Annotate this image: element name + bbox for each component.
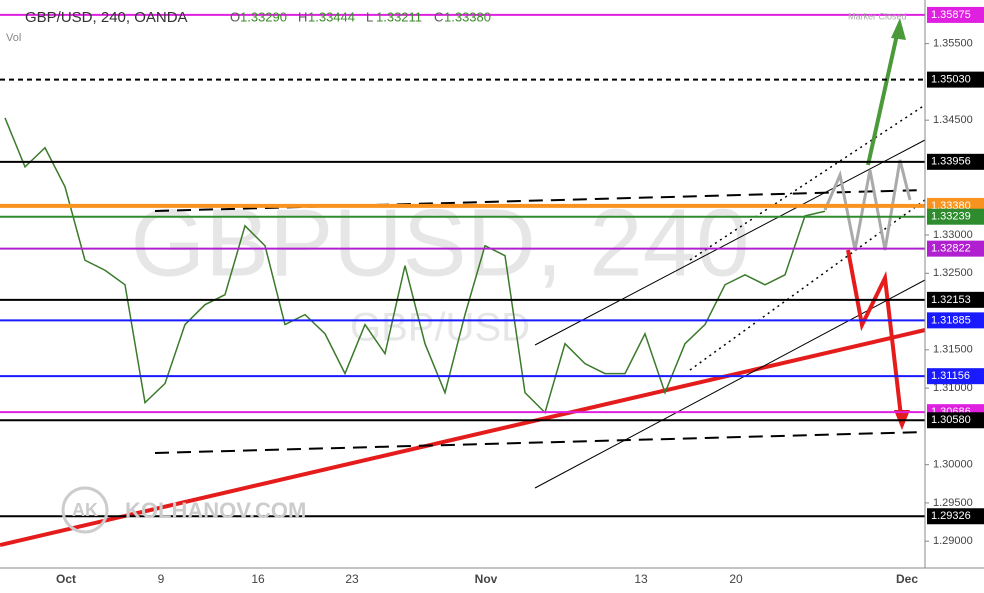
level-tag (927, 412, 984, 429)
ohlc-value: 1.33290 (240, 9, 287, 24)
ohlc-key: C (434, 9, 443, 24)
brand: AK KOLHANOV.COM (61, 486, 306, 534)
level-label: 1.32822 (931, 243, 971, 255)
x-tick-label: Nov (475, 572, 498, 586)
level-tag (927, 153, 984, 170)
x-tick-label: 20 (729, 572, 743, 586)
y-tick-label: 1.33000 (933, 229, 973, 241)
level-label: 1.31885 (931, 314, 971, 326)
y-tick-label: 1.31500 (933, 344, 973, 356)
level-tag (927, 6, 984, 23)
y-tick-label: 1.30000 (933, 459, 973, 471)
y-tick-label: 1.35500 (933, 38, 973, 50)
logo-ring (61, 486, 109, 534)
plot (0, 13, 925, 518)
logo: AK (72, 500, 98, 520)
level-label: 1.30580 (931, 414, 971, 426)
level-label: 1.29326 (931, 510, 971, 522)
x-tick-label: 16 (251, 572, 265, 586)
x-tick-label: Dec (896, 572, 918, 586)
level-tag (927, 208, 984, 225)
price-line (4, 117, 826, 415)
ohlc-key: O (230, 9, 240, 24)
channel-line (534, 139, 926, 346)
level-tag (927, 71, 984, 88)
level-tag (927, 291, 984, 308)
level-label: 1.33239 (931, 211, 971, 223)
watermark-sub: GBP/USD (350, 306, 530, 350)
zigzag-projection (823, 159, 912, 251)
y-tick-label: 1.29000 (933, 535, 973, 547)
level-tag (927, 368, 984, 385)
level-label: 1.32153 (931, 294, 971, 306)
ohlc-value: 1.33211 (376, 9, 422, 24)
y-tick-label: 1.34500 (933, 114, 973, 126)
channel-dotted (689, 199, 926, 371)
x-tick-label: Oct (56, 572, 76, 586)
bear-scenario (846, 249, 904, 426)
y-tick-label: 1.32500 (933, 267, 973, 279)
axis-labels: 1.35500 1.34500 1.33000 1.32500 1.31500 1.310… (925, 6, 984, 547)
arrow-head (891, 18, 906, 40)
status: Marker Closed (848, 11, 907, 21)
trend-line (0, 328, 926, 547)
level-label: 1.35030 (931, 74, 971, 86)
y-tick-label: 1.31000 (933, 382, 973, 394)
level-label: 1.35875 (931, 9, 971, 21)
channel-dotted (689, 104, 926, 261)
bull-scenario (866, 29, 900, 166)
level-tag (927, 312, 984, 329)
ohlc-key: L (366, 9, 373, 24)
ohlc-key: H (298, 9, 307, 24)
brand-name: KOLHANOV.COM (125, 498, 306, 523)
y-tick-label: 1.29500 (933, 497, 973, 509)
analysis-lines (0, 18, 926, 547)
dashed-line (154, 189, 926, 212)
level-tag (927, 508, 984, 525)
level-label: 1.31156 (931, 370, 970, 382)
volume-label: Vol (6, 32, 21, 44)
level-tag (927, 240, 984, 257)
x-tick-label: 13 (634, 572, 648, 586)
level-label: 1.33956 (931, 156, 971, 168)
ohlc-value: 1.33444 (308, 9, 355, 24)
dashed-line (154, 431, 926, 454)
ohlc-value: 1.33380 (444, 9, 491, 24)
x-tick-label: 23 (345, 572, 359, 586)
x-tick-label: 9 (158, 572, 165, 586)
symbol: GBP/USD, 240, OANDA (25, 9, 188, 26)
